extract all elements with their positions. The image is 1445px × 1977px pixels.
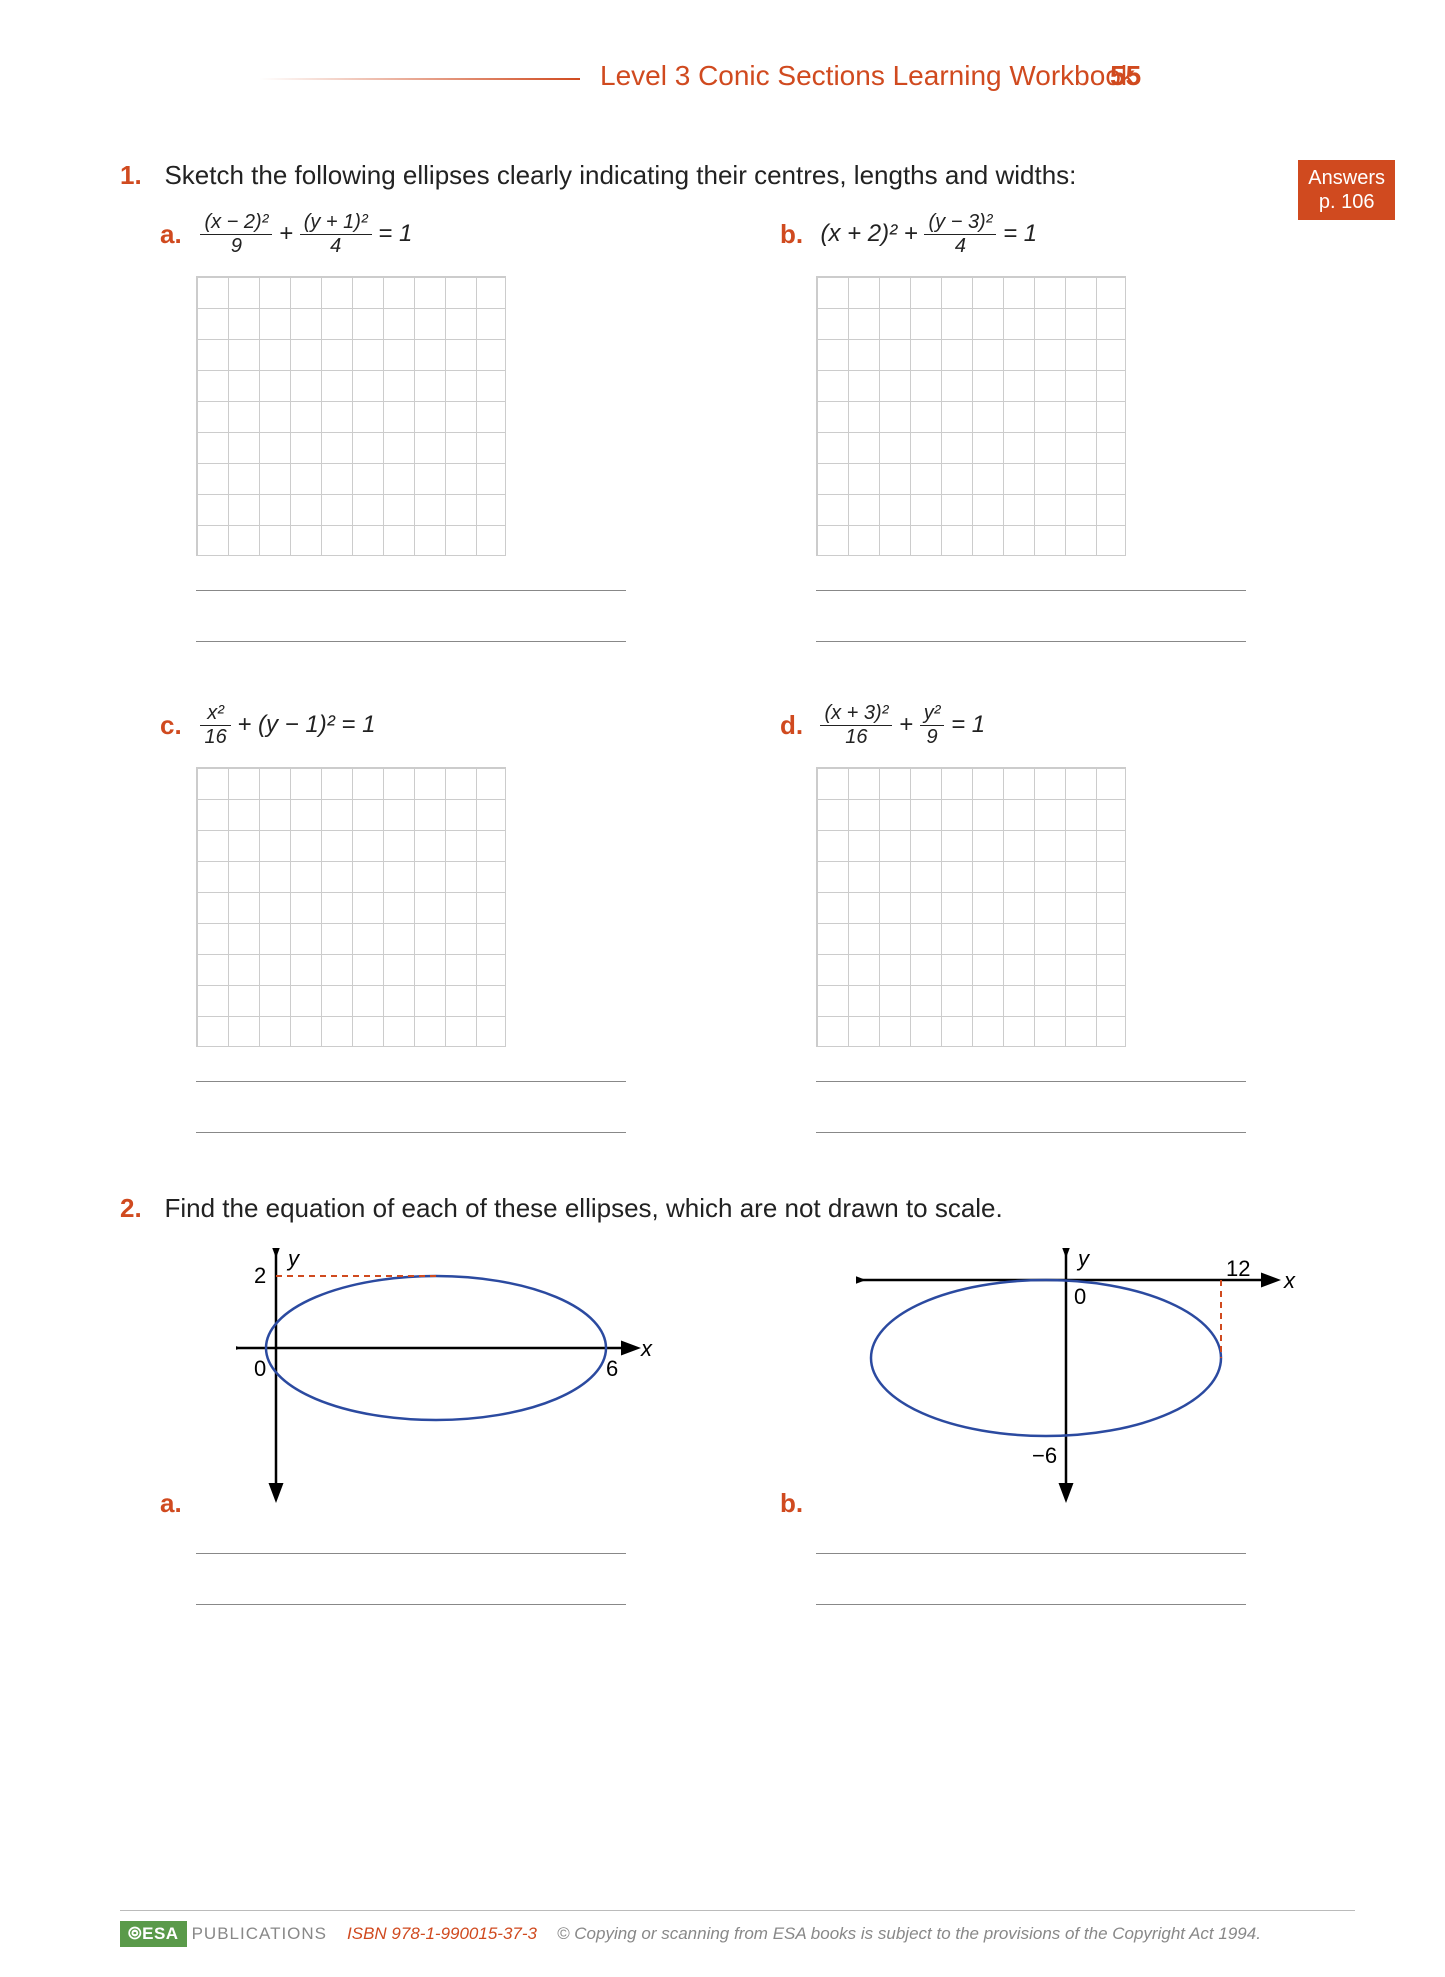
q2-items: a. y x <box>160 1238 1320 1605</box>
q1d-frac2: y² 9 <box>920 702 945 749</box>
q2a-x-label: x <box>640 1336 653 1361</box>
q2b-ellipse-shape <box>871 1280 1221 1436</box>
q2a-xtick: 6 <box>606 1356 618 1381</box>
q1b-label: b. <box>780 219 816 250</box>
q1a-frac2: (y + 1)² 4 <box>300 211 372 258</box>
q1a-answer-line-2 <box>196 641 626 642</box>
q1d-equation: (x + 3)² 16 + y² 9 = 1 <box>820 702 985 749</box>
q1c-frac: x² 16 <box>200 702 230 749</box>
header-rule <box>260 78 580 80</box>
q2b-label: b. <box>780 1488 816 1519</box>
q2b-ellipse-diagram: y x 0 12 −6 <box>856 1248 1306 1508</box>
q2b-answer-line-2 <box>816 1604 1246 1605</box>
q1-items: a. (x − 2)² 9 + (y + 1)² 4 = 1 <box>160 211 1320 1133</box>
q1c-label: c. <box>160 710 196 741</box>
q2a-y-label: y <box>286 1248 301 1271</box>
q1c-answer-line-2 <box>196 1132 626 1133</box>
q1c-answer-line-1 <box>196 1081 626 1082</box>
q1a-label: a. <box>160 219 196 250</box>
question-2: 2. Find the equation of each of these el… <box>120 1193 1320 1605</box>
q1d-frac1: (x + 3)² 16 <box>820 702 892 749</box>
q1d-answer-line-2 <box>816 1132 1246 1133</box>
q1d-grid <box>816 767 1126 1047</box>
q1c-equation: x² 16 + (y − 1)² = 1 <box>200 702 375 749</box>
q2-text: Find the equation of each of these ellip… <box>164 1193 1002 1223</box>
q2-item-b: b. y x <box>780 1238 1320 1605</box>
q2a-answer-line-1 <box>196 1553 626 1554</box>
isbn-text: ISBN 978-1-990015-37-3 <box>347 1924 537 1943</box>
q1-item-d: d. (x + 3)² 16 + y² 9 = 1 <box>780 702 1320 1133</box>
q2b-y-label: y <box>1076 1248 1091 1271</box>
q1a-answer-line-1 <box>196 590 626 591</box>
q2b-ytick: −6 <box>1032 1443 1057 1468</box>
question-1: 1. Sketch the following ellipses clearly… <box>120 160 1320 1133</box>
content-area: 1. Sketch the following ellipses clearly… <box>120 160 1320 1605</box>
q1a-equation: (x − 2)² 9 + (y + 1)² 4 = 1 <box>200 211 412 258</box>
page-number: 55 <box>1110 60 1141 92</box>
q1b-grid <box>816 276 1126 556</box>
q1-text: Sketch the following ellipses clearly in… <box>164 160 1076 190</box>
workbook-page: Level 3 Conic Sections Learning Workbook… <box>0 0 1445 1977</box>
q2-item-a: a. y x <box>160 1238 700 1605</box>
q2b-origin: 0 <box>1074 1284 1086 1309</box>
q2a-answer-line-2 <box>196 1604 626 1605</box>
q1a-frac1: (x − 2)² 9 <box>200 211 272 258</box>
q1c-grid <box>196 767 506 1047</box>
q1-item-c: c. x² 16 + (y − 1)² = 1 <box>160 702 700 1133</box>
q2-number: 2. <box>120 1193 160 1224</box>
q1b-equation: (x + 2)² + (y − 3)² 4 = 1 <box>820 211 1037 258</box>
book-title: Level 3 Conic Sections Learning Workbook <box>600 60 1135 92</box>
q1b-frac: (y − 3)² 4 <box>924 211 996 258</box>
q1-item-a: a. (x − 2)² 9 + (y + 1)² 4 = 1 <box>160 211 700 642</box>
q1-number: 1. <box>120 160 160 191</box>
q2a-label: a. <box>160 1488 196 1519</box>
q2b-x-label: x <box>1283 1268 1296 1293</box>
q1d-answer-line-1 <box>816 1081 1246 1082</box>
q2a-ellipse-diagram: y x 2 0 6 <box>236 1248 656 1508</box>
q1b-answer-line-1 <box>816 590 1246 591</box>
publications-text: PUBLICATIONS <box>192 1924 327 1943</box>
answers-line2: p. 106 <box>1319 191 1375 213</box>
footer: ⦾ESA PUBLICATIONS ISBN 978-1-990015-37-3… <box>120 1910 1355 1947</box>
q1b-answer-line-2 <box>816 641 1246 642</box>
q1d-label: d. <box>780 710 816 741</box>
esa-logo: ⦾ESA <box>120 1921 187 1947</box>
copyright-text: © Copying or scanning from ESA books is … <box>557 1924 1261 1943</box>
q2b-xtick: 12 <box>1226 1256 1250 1281</box>
q2a-ytick: 2 <box>254 1263 266 1288</box>
q1a-grid <box>196 276 506 556</box>
q1-item-b: b. (x + 2)² + (y − 3)² 4 = 1 <box>780 211 1320 642</box>
q2b-answer-line-1 <box>816 1553 1246 1554</box>
q2a-origin: 0 <box>254 1356 266 1381</box>
